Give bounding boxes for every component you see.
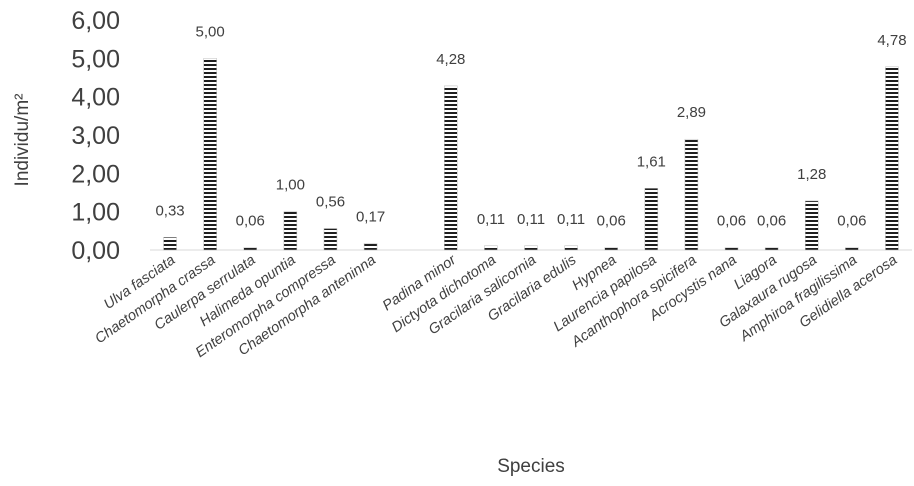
y-tick-label: 6,00 [71, 7, 120, 35]
data-label: 0,56 [316, 194, 345, 211]
data-label: 0,11 [477, 211, 505, 228]
data-label: 0,06 [236, 213, 265, 230]
y-tick-label: 4,00 [71, 84, 120, 112]
bar [163, 237, 177, 251]
bar [484, 245, 498, 251]
bar [684, 138, 699, 251]
y-tick-label: 0,00 [71, 237, 120, 265]
bar [524, 245, 538, 251]
data-label: 1,28 [797, 166, 826, 183]
bar [283, 211, 298, 251]
data-labels: 0,33 5,00 0,06 1,00 0,56 0,17 4,28 0,11 0,11 0,11… [155, 23, 906, 229]
data-label: 0,17 [356, 208, 385, 225]
data-label: 4,78 [877, 32, 906, 49]
y-axis-title: Individu/m² [12, 94, 33, 187]
data-label: 1,61 [637, 153, 666, 170]
bar [724, 247, 739, 251]
data-label: 0,06 [757, 213, 786, 230]
data-label: 0,06 [717, 213, 746, 230]
data-label: 2,89 [677, 104, 706, 121]
data-label: 0,11 [517, 211, 545, 228]
y-tick-label: 2,00 [71, 160, 120, 188]
bar [845, 247, 859, 251]
bar [323, 228, 338, 251]
y-tick-label: 3,00 [71, 122, 120, 150]
x-axis-title: Species [497, 456, 565, 477]
data-label: 1,00 [276, 177, 305, 194]
bars [163, 58, 899, 251]
bar [203, 58, 217, 251]
data-label: 0,06 [837, 213, 866, 230]
bar [363, 243, 378, 251]
y-axis-ticks: 0,00 1,00 2,00 3,00 4,00 5,00 6,00 [71, 7, 120, 265]
bar [764, 247, 779, 251]
data-label: 5,00 [196, 23, 225, 40]
data-label: 0,06 [597, 213, 626, 230]
bar [604, 247, 618, 251]
bar [885, 66, 899, 251]
data-label: 4,28 [436, 51, 465, 68]
bar [444, 85, 458, 251]
bar [644, 188, 659, 251]
y-tick-label: 5,00 [71, 45, 120, 73]
y-tick-label: 1,00 [71, 199, 120, 227]
data-label: 0,11 [557, 211, 585, 228]
bar [564, 245, 578, 251]
data-label: 0,33 [155, 202, 184, 219]
bar [243, 247, 258, 251]
bar [804, 200, 819, 251]
